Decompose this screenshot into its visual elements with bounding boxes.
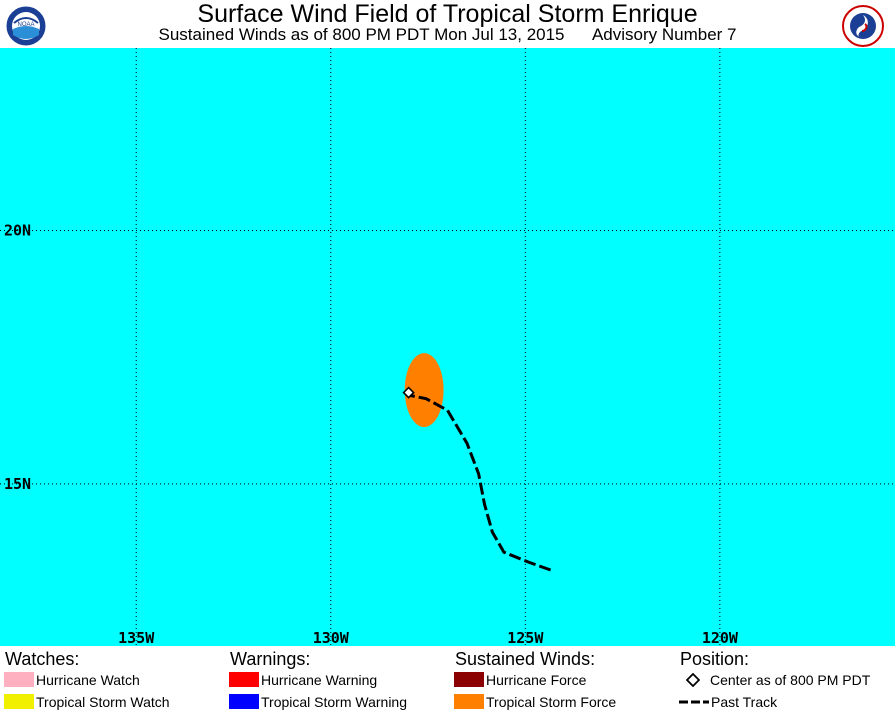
tropical-storm-warning-swatch (229, 694, 259, 709)
legend-winds-heading: Sustained Winds: (455, 649, 596, 669)
past-track-label: Past Track (711, 694, 778, 710)
map-subtitle: Sustained Winds as of 800 PM PDT Mon Jul… (0, 25, 895, 45)
hurricane-watch-swatch (4, 672, 34, 687)
legend-warnings-heading: Warnings: (230, 649, 311, 669)
nws-logo (842, 5, 884, 47)
latitude-label: 20N (4, 221, 31, 239)
tropical-storm-watch-label: Tropical Storm Watch (36, 694, 170, 710)
tropical-storm-warning-label: Tropical Storm Warning (261, 694, 408, 710)
tropical-storm-force-swatch (454, 694, 484, 709)
legend-position-heading: Position: (680, 649, 750, 669)
noaa-logo-text: NOAA (17, 22, 34, 28)
tropical-storm-wind-field (404, 353, 444, 428)
center-diamond-icon (686, 673, 700, 687)
hurricane-warning-swatch (229, 672, 259, 687)
noaa-logo: NOAA (5, 5, 47, 47)
legend-watches-heading: Watches: (5, 649, 80, 669)
storm-map: 20N 15N 135W 130W 125W 120W (0, 48, 895, 646)
ocean-background (0, 48, 895, 646)
past-track-line (408, 393, 552, 572)
tropical-storm-watch-swatch (4, 694, 34, 709)
latitude-label: 15N (4, 475, 31, 493)
longitude-labels: 135W 130W 125W 120W (118, 629, 739, 646)
hurricane-force-label: Hurricane Force (486, 672, 587, 688)
advisory-number-text: Advisory Number 7 (591, 25, 737, 44)
hurricane-warning-label: Hurricane Warning (261, 672, 378, 688)
valid-time-text: Sustained Winds as of 800 PM PDT Mon Jul… (158, 25, 565, 44)
latitude-labels: 20N 15N (4, 221, 31, 492)
center-position-label: Center as of 800 PM PDT (710, 672, 871, 688)
longitude-label: 120W (702, 629, 739, 646)
longitude-label: 125W (507, 629, 544, 646)
hurricane-watch-label: Hurricane Watch (36, 672, 140, 688)
map-title: Surface Wind Field of Tropical Storm Enr… (197, 0, 698, 28)
longitude-label: 135W (118, 629, 155, 646)
dashed-line-icon (679, 700, 709, 704)
tropical-storm-force-label: Tropical Storm Force (486, 694, 617, 710)
longitude-label: 130W (313, 629, 350, 646)
hurricane-force-swatch (454, 672, 484, 687)
storm-center-diamond-icon (402, 386, 415, 399)
